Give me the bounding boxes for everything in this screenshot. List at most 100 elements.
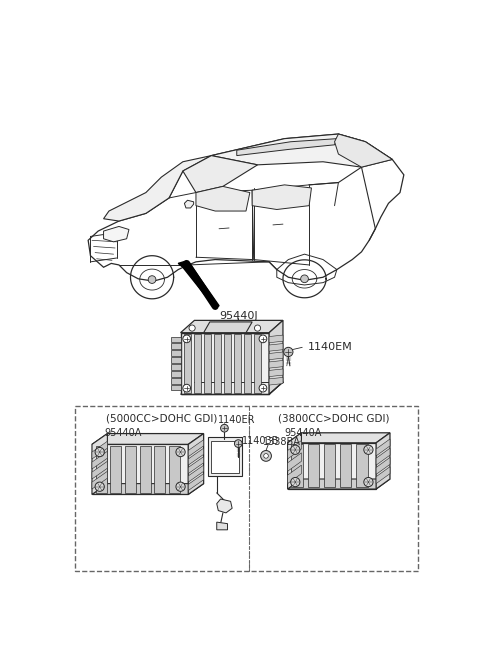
Polygon shape	[92, 472, 108, 489]
Circle shape	[95, 482, 104, 491]
Polygon shape	[288, 479, 390, 489]
Bar	[211, 441, 239, 473]
Bar	[169, 446, 180, 493]
Polygon shape	[184, 200, 193, 208]
Bar	[234, 334, 241, 393]
Polygon shape	[269, 335, 283, 343]
Bar	[171, 364, 180, 369]
Polygon shape	[376, 457, 390, 474]
Polygon shape	[217, 522, 228, 530]
Bar	[324, 444, 336, 487]
Polygon shape	[88, 134, 404, 281]
Text: 95440A: 95440A	[104, 428, 142, 438]
Bar	[92, 444, 188, 495]
Polygon shape	[180, 320, 283, 333]
Circle shape	[148, 276, 156, 284]
Circle shape	[189, 325, 195, 331]
Bar	[171, 358, 180, 363]
Circle shape	[364, 445, 373, 455]
Polygon shape	[92, 441, 108, 459]
Circle shape	[176, 447, 185, 457]
Bar	[244, 334, 252, 393]
Circle shape	[259, 335, 267, 343]
Polygon shape	[188, 440, 204, 457]
Bar	[171, 350, 180, 356]
Polygon shape	[269, 377, 283, 385]
Circle shape	[183, 335, 191, 343]
Polygon shape	[92, 434, 204, 444]
Text: (5000CC>DOHC GDI): (5000CC>DOHC GDI)	[106, 413, 217, 423]
Polygon shape	[183, 156, 258, 193]
Polygon shape	[211, 134, 392, 167]
Polygon shape	[92, 461, 108, 479]
Polygon shape	[188, 448, 204, 465]
Polygon shape	[252, 185, 312, 210]
Polygon shape	[288, 433, 301, 489]
Bar	[171, 343, 180, 349]
Text: 1338BA: 1338BA	[263, 437, 301, 447]
Polygon shape	[204, 322, 252, 333]
Polygon shape	[178, 261, 219, 308]
Bar	[180, 333, 269, 394]
Text: 1140EM: 1140EM	[308, 341, 352, 352]
Circle shape	[95, 447, 104, 457]
Circle shape	[221, 424, 228, 432]
Polygon shape	[376, 466, 390, 483]
Bar	[356, 444, 368, 487]
Bar	[171, 385, 180, 390]
Bar	[96, 446, 107, 493]
Bar	[184, 334, 192, 393]
Circle shape	[176, 482, 185, 491]
Polygon shape	[217, 499, 232, 513]
Text: (3800CC>DOHC GDI): (3800CC>DOHC GDI)	[278, 413, 390, 423]
Polygon shape	[269, 320, 283, 394]
Circle shape	[234, 440, 242, 447]
Polygon shape	[104, 227, 129, 242]
Bar	[288, 443, 376, 489]
Circle shape	[259, 384, 267, 392]
Bar	[171, 378, 180, 384]
Circle shape	[291, 445, 300, 455]
Bar	[291, 444, 303, 487]
Text: 11403B: 11403B	[242, 436, 279, 446]
Bar	[75, 406, 419, 571]
Bar	[171, 337, 180, 342]
Polygon shape	[92, 483, 204, 495]
Polygon shape	[376, 448, 390, 465]
Polygon shape	[188, 465, 204, 482]
Text: 1140ER: 1140ER	[218, 415, 256, 426]
Bar	[193, 334, 201, 393]
Circle shape	[291, 477, 300, 487]
Polygon shape	[269, 352, 283, 360]
Polygon shape	[376, 433, 390, 489]
Bar	[155, 446, 165, 493]
Polygon shape	[92, 451, 108, 469]
Bar	[340, 444, 351, 487]
Bar	[171, 371, 180, 377]
Circle shape	[254, 325, 261, 331]
Polygon shape	[269, 369, 283, 377]
Polygon shape	[237, 139, 337, 156]
Text: 95440J: 95440J	[219, 310, 258, 321]
Polygon shape	[269, 360, 283, 368]
Circle shape	[284, 347, 293, 356]
Polygon shape	[92, 434, 108, 495]
Bar	[204, 334, 211, 393]
Polygon shape	[288, 465, 301, 483]
Bar	[224, 334, 231, 393]
Polygon shape	[188, 474, 204, 491]
Bar	[110, 446, 121, 493]
Bar	[214, 334, 221, 393]
Circle shape	[261, 451, 271, 461]
Polygon shape	[288, 433, 390, 443]
Polygon shape	[269, 343, 283, 351]
Polygon shape	[180, 382, 283, 394]
Text: 95440A: 95440A	[284, 428, 322, 438]
Polygon shape	[335, 134, 392, 167]
Circle shape	[300, 275, 308, 283]
Circle shape	[264, 454, 268, 458]
Polygon shape	[288, 453, 301, 472]
Polygon shape	[288, 441, 301, 459]
Bar	[140, 446, 151, 493]
Bar	[308, 444, 319, 487]
